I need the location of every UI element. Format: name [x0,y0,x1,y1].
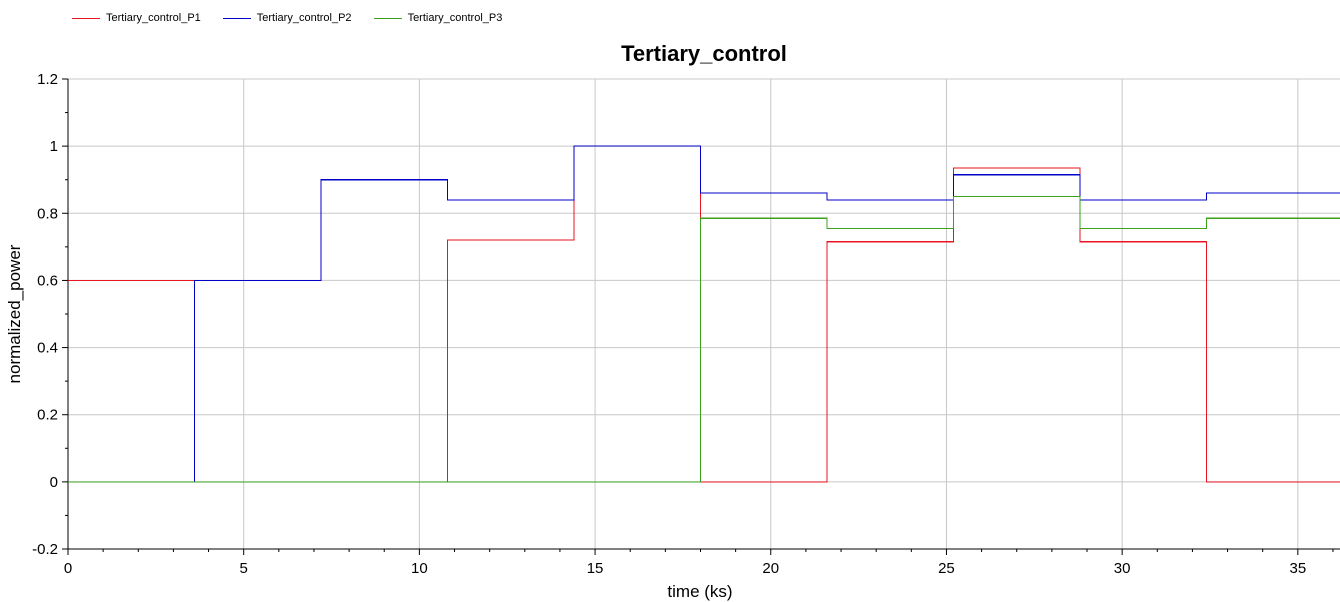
legend-label: Tertiary_control_P2 [256,12,352,24]
legend-swatch [72,17,100,19]
x-tick-label: 15 [587,560,604,577]
y-tick-label: 0 [50,474,58,491]
legend-label: Tertiary_control_P1 [106,12,201,24]
chart-title: Tertiary_control [621,41,787,66]
x-tick-label: 30 [1114,560,1131,577]
y-tick-label: 1.2 [37,71,58,88]
series-lines [68,145,1340,483]
y-tick-label: 0.6 [37,272,58,289]
x-tick-label: 35 [1289,560,1306,577]
y-tick-label: 0.8 [37,205,58,222]
labels: Tertiary_control time (ks) normalized_po… [5,41,787,601]
y-axis-label: normalized_power [5,244,24,383]
x-tick-label: 5 [240,560,248,577]
legend-item-1: Tertiary_control_P1 [72,12,201,24]
legend: Tertiary_control_P1 Tertiary_control_P2 Te… [72,10,524,26]
x-tick-label: 10 [411,560,428,577]
series-line-1 [68,145,1340,483]
series-line-3 [68,195,1340,483]
legend-item-2: Tertiary_control_P2 [222,12,352,24]
legend-item-3: Tertiary_control_P3 [373,12,503,24]
legend-label: Tertiary_control_P3 [407,12,503,24]
legend-swatch [373,17,402,19]
x-tick-label: 0 [64,560,72,577]
x-tick-label: 20 [762,560,779,577]
grid [68,78,1340,549]
y-tick-label: -0.2 [32,541,58,558]
legend-swatch [222,17,251,19]
y-tick-label: 1 [50,138,58,155]
axes: -0.2 0 0.2 0.4 0.6 0.8 1 1.2 0 5 10 15 20 25 30 35 [32,71,1340,577]
x-tick-label: 25 [938,560,955,577]
y-tick-label: 0.4 [37,340,58,357]
x-axis-label: time (ks) [667,582,732,601]
y-tick-label: 0.2 [37,407,58,424]
series-line-2 [68,145,1340,483]
